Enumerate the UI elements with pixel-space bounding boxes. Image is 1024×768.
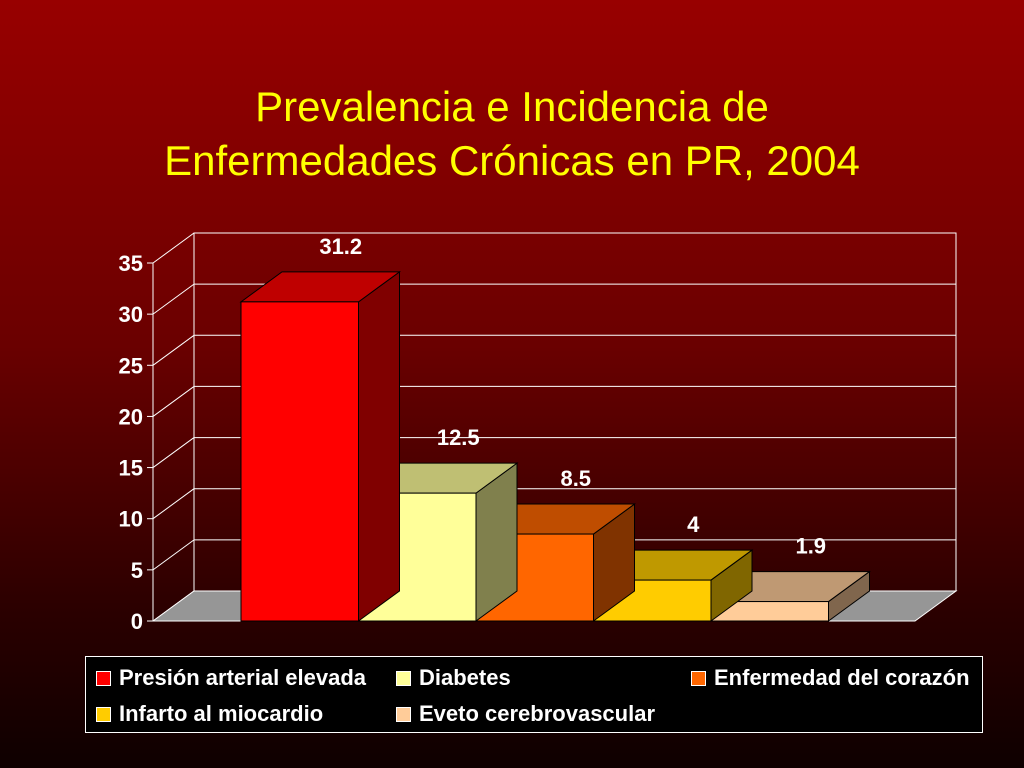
data-label-2: 12.5 bbox=[437, 425, 480, 450]
y-tick-label: 20 bbox=[119, 404, 143, 429]
bar-front-face bbox=[240, 301, 359, 622]
y-tick-label: 35 bbox=[119, 251, 143, 276]
y-tick-label: 25 bbox=[119, 353, 143, 378]
legend-swatch bbox=[691, 670, 706, 686]
legend-item-5: Eveto cerebrovascular bbox=[396, 701, 655, 727]
gridline-side bbox=[152, 488, 195, 520]
y-axis: 0 5 10 15 20 25 30 35 bbox=[119, 251, 153, 634]
data-label-1: 31.2 bbox=[319, 234, 362, 259]
y-tick-label: 30 bbox=[119, 302, 143, 327]
gridline-side bbox=[152, 283, 195, 315]
gridline-side bbox=[152, 334, 195, 366]
legend-swatch bbox=[396, 706, 411, 722]
slide-title-line-2: Enfermedades Crónicas en PR, 2004 bbox=[164, 137, 860, 184]
chart-bars bbox=[239, 270, 872, 622]
legend-label: Eveto cerebrovascular bbox=[419, 701, 656, 726]
data-label-3: 8.5 bbox=[560, 466, 591, 491]
legend-label: Infarto al miocardio bbox=[119, 701, 324, 726]
legend-label: Enfermedad del corazón bbox=[714, 665, 970, 690]
gridline-side bbox=[152, 437, 195, 468]
data-labels: 1.9 4 8.5 12.5 31.2 bbox=[319, 234, 826, 559]
legend-swatch bbox=[96, 670, 111, 686]
y-tick-label: 0 bbox=[131, 609, 143, 634]
gridline-side bbox=[152, 386, 195, 417]
legend-label: Presión arterial elevada bbox=[119, 665, 367, 690]
slide-title-line-1: Prevalencia e Incidencia de bbox=[255, 83, 769, 130]
data-label-5: 1.9 bbox=[795, 534, 826, 559]
chart-legend: Presión arterial elevada Diabetes Enfermed… bbox=[85, 656, 983, 733]
legend-item-2: Diabetes bbox=[396, 665, 511, 691]
slide-title: Prevalencia e Incidencia de Enfermedades… bbox=[0, 80, 1024, 188]
legend-label: Diabetes bbox=[419, 665, 511, 690]
legend-swatch bbox=[96, 706, 111, 722]
data-label-4: 4 bbox=[687, 512, 700, 537]
legend-item-1: Presión arterial elevada bbox=[96, 665, 366, 691]
y-tick-label: 15 bbox=[119, 456, 143, 481]
gridline-side bbox=[152, 232, 195, 264]
y-tick-label: 5 bbox=[131, 558, 143, 583]
legend-item-3: Enfermedad del corazón bbox=[691, 665, 970, 691]
legend-item-4: Infarto al miocardio bbox=[96, 701, 323, 727]
y-tick-label: 10 bbox=[119, 507, 143, 532]
gridline-side bbox=[152, 539, 195, 571]
bar-chart: 0 5 10 15 20 25 30 35 1.9 4 8.5 12.5 31.2 bbox=[119, 232, 956, 634]
bar-side-face bbox=[358, 270, 400, 622]
legend-swatch bbox=[396, 670, 411, 686]
bar-1 bbox=[239, 270, 402, 622]
